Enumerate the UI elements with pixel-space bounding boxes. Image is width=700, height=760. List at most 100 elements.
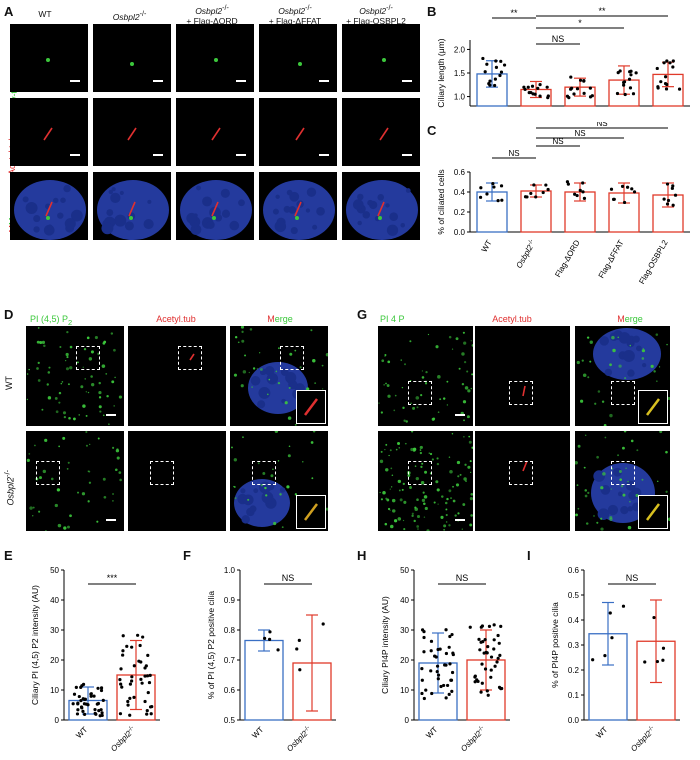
acetyl-tubulin-image [342,98,420,166]
data-point [566,182,570,186]
y-tick-label: 0.6 [454,168,466,177]
data-point [119,667,123,671]
data-point [616,71,620,75]
data-point [578,188,582,192]
sig-label: NS [596,122,607,128]
data-point [677,87,682,91]
data-point [588,86,592,90]
data-point [591,658,595,662]
sig-label: NS [626,573,639,583]
y-tick-label: 20 [400,656,409,665]
data-point [479,186,483,190]
data-point [522,85,526,89]
data-point [620,184,625,188]
data-point [493,83,497,88]
data-point [448,662,452,666]
data-point [422,635,426,640]
data-point [582,196,587,200]
data-point [295,647,299,651]
data-point [429,669,433,673]
roi-box [178,346,202,370]
data-point [128,713,132,717]
data-point [492,623,496,627]
data-point [659,80,663,84]
x-tick-label: Flag-ΔFFAT [597,238,626,279]
data-point [130,675,134,679]
g-header-acetyl: Acetyl.tub [492,314,532,324]
col-header-wt: WT [38,9,52,19]
data-point [480,681,484,685]
col-header-ko: Osbpl2-/- [112,10,147,22]
d-header-acetyl: Acetyl.tub [156,314,196,324]
y-tick-label: 0.8 [224,626,236,635]
y-tick-label: 0.6 [224,686,236,695]
data-point [529,191,533,196]
data-point [532,183,536,187]
data-point [444,628,448,632]
y-tick-label: 10 [400,686,409,695]
data-point [430,691,434,696]
data-point [523,195,528,199]
gamma-tubulin-image [259,24,337,92]
data-point [121,649,125,653]
data-point [76,708,80,712]
data-point [424,688,428,692]
panel-label-h: H [357,548,367,563]
data-point [480,624,485,628]
merge-image [93,172,171,240]
y-axis-label: % of ciliated cells [436,169,446,234]
data-point [297,638,301,643]
data-point [569,75,573,79]
roi-box [408,461,432,485]
roi-box [150,461,174,485]
sig-label: NS [456,573,469,583]
y-tick-label: 0.0 [454,228,466,237]
data-point [148,673,152,678]
data-point [546,187,550,192]
data-point [582,91,586,95]
data-point [485,62,489,66]
merge-g-ko-image [575,431,670,531]
y-tick-label: 40 [50,596,59,605]
data-point [82,702,87,706]
data-point [485,689,489,693]
y-tick-label: 30 [400,626,409,635]
data-point [72,692,77,696]
data-point [321,622,325,626]
pip2-ko-image [26,431,124,531]
merge-image [10,172,88,240]
data-point [488,83,492,87]
y-tick-label: 0.4 [454,188,466,197]
data-point [499,624,503,628]
data-point [500,198,504,202]
y-tick-label: 0.1 [568,691,580,700]
panel-label-g: G [357,307,368,322]
col-header-dord: Osbpl2-/- + Flag-ΔORD [186,4,238,26]
data-point [634,71,638,75]
pi4p-wt-image [378,326,473,426]
acetyl-tubulin-image [259,98,337,166]
data-point [143,674,147,678]
panel-label-i: I [527,548,531,563]
y-tick-label: 10 [50,686,59,695]
sig-label: NS [552,137,563,146]
data-point [118,712,123,716]
pi4p-ko-image [378,431,473,531]
data-point [480,662,484,666]
data-point [120,685,124,689]
data-point [96,701,101,706]
data-point [664,87,669,91]
data-point [608,611,612,615]
data-point [671,65,675,69]
y-tick-label: 0 [405,716,410,725]
data-point [481,56,485,61]
x-tick-label: Osbpl2-/- [109,725,137,753]
data-point [140,681,144,685]
data-point [99,708,103,712]
data-point [485,651,489,655]
zoom-inset [296,495,326,529]
col-header-dffat: Osbpl2-/- + Flag-ΔFFAT [268,4,322,26]
data-point [442,683,446,688]
panel-label-a: A [4,4,14,19]
data-point [132,664,136,668]
